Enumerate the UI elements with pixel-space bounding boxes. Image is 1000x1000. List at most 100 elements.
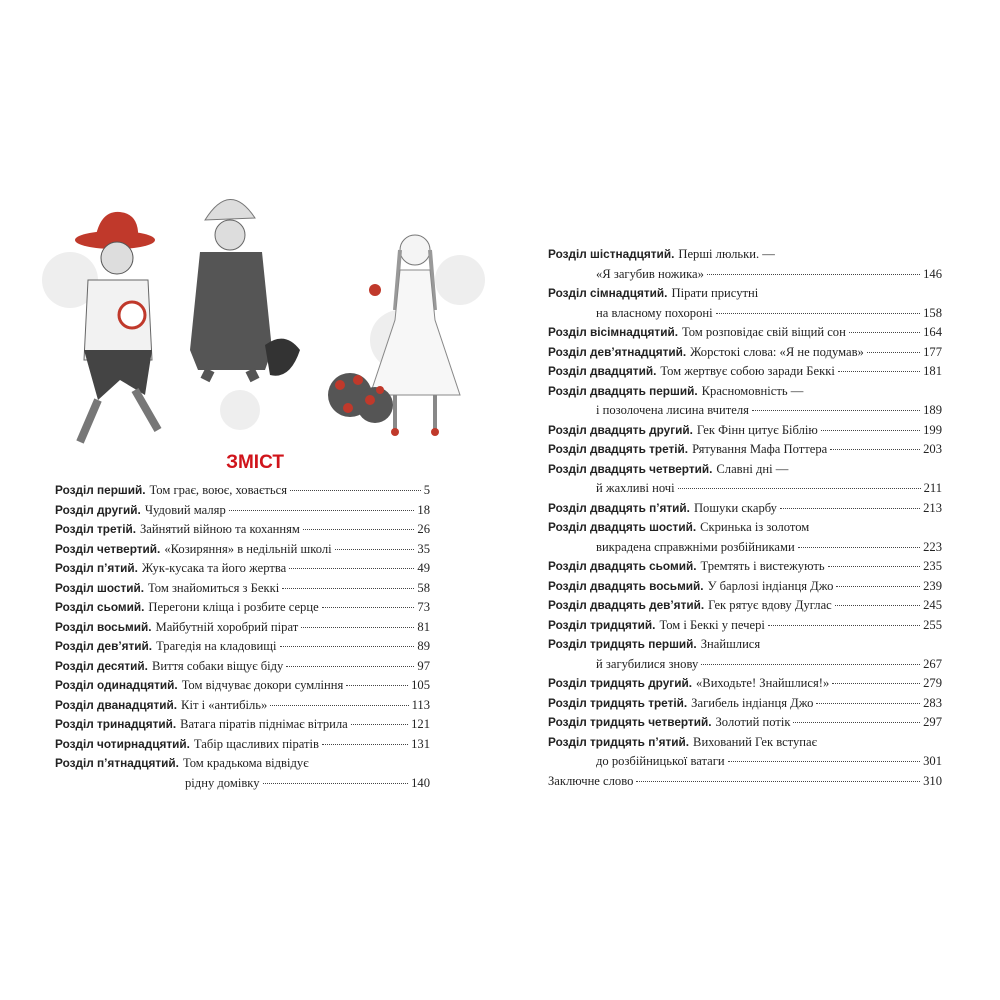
toc-line: Розділ двадцять перший. Красномовність — <box>548 384 942 404</box>
leader <box>701 663 921 665</box>
leader <box>832 683 921 684</box>
chapter-title: Том розповідає свій віщий сон <box>682 325 846 339</box>
page-number: 73 <box>417 600 430 614</box>
chapter-title: У барлозі індіанця Джо <box>707 578 834 593</box>
chapter-label: Розділ тридцять четвертий. <box>548 715 712 729</box>
chapter-label: Розділ третій. <box>55 522 136 536</box>
chapter-label: Розділ одинадцятий. <box>55 678 178 692</box>
leader <box>302 529 415 530</box>
toc-line: і позолочена лисина вчителя 189 <box>548 403 942 423</box>
chapter-title: Майбутній хоробрий пірат <box>155 619 299 634</box>
toc-line: Розділ другий. Чудовий маляр 18 <box>55 503 430 523</box>
chapter-title: Ватага піратів піднімає вітрила <box>180 717 348 731</box>
chapter-title: Гек Фінн цитує Біблію <box>696 422 818 437</box>
toc-column: Розділ шістнадцятий. Перші люльки. — «Я за… <box>548 247 942 793</box>
page-number: 279 <box>923 676 942 690</box>
toc-line: Розділ п’ятнадцятий. Том крадькома відвід… <box>55 756 430 776</box>
chapter-title: Жук-кусака та його жертва <box>141 561 287 575</box>
leader <box>350 724 409 725</box>
toc-line: рідну домівку 140 <box>55 776 430 796</box>
leader <box>289 568 415 569</box>
chapter-title: Скринька із золотом <box>700 520 810 534</box>
chapter-title: Том жертвує собою заради Беккі <box>660 364 835 378</box>
leader <box>262 782 409 784</box>
chapter-label: Розділ тридцять п’ятий. <box>548 734 690 749</box>
chapter-title: й жахливі ночі <box>596 481 675 495</box>
toc-line: Розділ сьомий. Перегони кліща і розбите с… <box>55 600 430 620</box>
leader <box>848 332 921 333</box>
leader <box>636 780 921 782</box>
chapter-label: Розділ восьмий. <box>55 619 152 634</box>
chapter-title: Рятування Мафа Поттера <box>692 442 828 456</box>
toc-line: Заключне слово 310 <box>548 774 942 794</box>
leader <box>866 351 921 353</box>
page-number: 213 <box>923 500 942 515</box>
chapter-label: Розділ сьомий. <box>55 600 145 614</box>
toc-line: Розділ чотирнадцятий. Табір щасливих піра… <box>55 737 430 757</box>
chapter-label: Розділ двадцять шостий. <box>548 520 697 534</box>
chapter-label: Розділ тринадцятий. <box>55 717 177 731</box>
toc-line: Розділ десятий. Виття собаки віщує біду 97 <box>55 659 430 679</box>
toc-line: Розділ тридцятий. Том і Беккі у печері 255 <box>548 618 942 638</box>
leader <box>301 626 415 628</box>
page-number: 113 <box>411 697 430 712</box>
leader <box>270 704 409 706</box>
toc-line: Розділ сімнадцятий. Пірати присутні <box>548 286 942 306</box>
chapter-label: Розділ двадцять сьомий. <box>548 559 697 573</box>
leader <box>282 587 415 589</box>
page-number: 223 <box>923 539 942 554</box>
toc-line: Розділ третій. Зайнятий війною та кохання… <box>55 522 430 542</box>
toc-line: й жахливі ночі 211 <box>548 481 942 501</box>
toc-line: Розділ двадцять сьомий. Тремтять і вистеж… <box>548 559 942 579</box>
page-number: 89 <box>417 639 430 653</box>
chapter-label: Розділ шостий. <box>55 580 145 595</box>
toc-line: Розділ шістнадцятий. Перші люльки. — <box>548 247 942 267</box>
chapter-title: Красномовність — <box>701 383 804 398</box>
chapter-title: Том і Беккі у печері <box>659 617 765 632</box>
toc-line: Розділ шостий. Том знайомиться з Беккі 58 <box>55 581 430 601</box>
toc-line: Розділ перший. Том грає, воює, ховається 5 <box>55 483 430 503</box>
toc-line: Розділ двадцять другий. Гек Фінн цитує Бі… <box>548 423 942 443</box>
chapter-title: Тремтять і вистежують <box>700 559 825 573</box>
page-number: 49 <box>417 561 430 575</box>
chapter-label: Розділ десятий. <box>55 658 148 673</box>
chapter-label: Розділ другий. <box>55 502 141 517</box>
chapter-title: Виття собаки віщує біду <box>151 658 284 673</box>
chapter-title: Табір щасливих піратів <box>193 736 320 751</box>
chapter-label: Розділ двадцять четвертий. <box>548 461 713 476</box>
chapter-title: Том відчуває докори сумління <box>181 678 344 692</box>
chapter-label: Розділ двадцять третій. <box>548 442 689 456</box>
toc-line: викрадена справжніми розбійниками 223 <box>548 540 942 560</box>
toc-line: Розділ двадцять п’ятий. Пошуки скарбу 213 <box>548 501 942 521</box>
toc-line: Розділ тридцять п’ятий. Вихований Гек вст… <box>548 735 942 755</box>
page-number: 146 <box>923 266 942 281</box>
chapter-label: Розділ дванадцятий. <box>55 697 178 712</box>
chapter-title: на власному похороні <box>596 305 713 320</box>
toc-line: Розділ одинадцятий. Том відчуває докори с… <box>55 678 430 698</box>
page-number: 199 <box>923 422 942 437</box>
chapter-title: Трагедія на кладовищі <box>156 639 277 653</box>
leader <box>286 665 415 667</box>
page-number: 203 <box>923 442 942 456</box>
page-number: 177 <box>923 344 942 359</box>
page-number: 97 <box>417 658 430 673</box>
page-number: 283 <box>923 695 942 710</box>
chapter-title: Перегони кліща і розбите серце <box>148 600 319 614</box>
leader <box>715 312 921 314</box>
leader <box>279 646 415 647</box>
chapter-label: Розділ четвертий. <box>55 541 161 556</box>
toc-title: ЗМІСТ <box>226 452 284 473</box>
leader <box>837 371 921 372</box>
toc-line: «Я загубив ножика» 146 <box>548 267 942 287</box>
toc-column: Розділ перший. Том грає, воює, ховається 5… <box>55 483 430 795</box>
page-number: 5 <box>423 483 430 497</box>
chapter-title: Загибель індіанця Джо <box>691 695 814 710</box>
chapter-title: Зайнятий війною та коханням <box>140 522 300 536</box>
page-number: 35 <box>417 541 430 556</box>
leader <box>834 605 921 606</box>
toc-line: й загубилися знову 267 <box>548 657 942 677</box>
chapter-label: Розділ тридцять третій. <box>548 695 688 710</box>
chapter-label: Розділ двадцять другий. <box>548 422 693 437</box>
chapter-title: Вихований Гек вступає <box>693 734 818 749</box>
